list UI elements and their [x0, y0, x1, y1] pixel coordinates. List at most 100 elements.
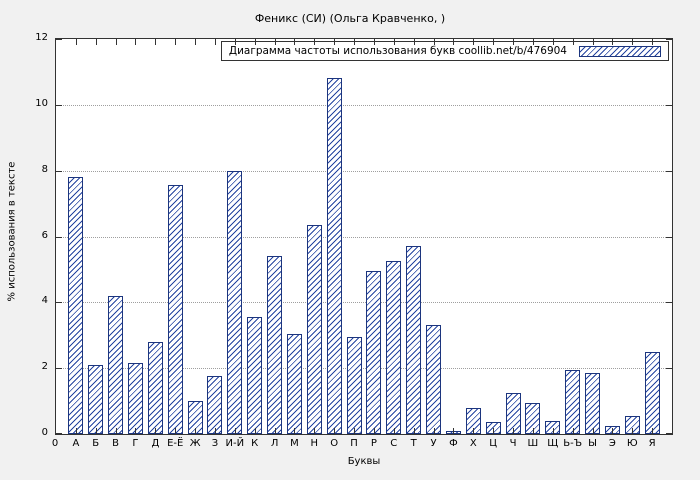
x-tick-mark [394, 428, 395, 434]
x-tick-mark [632, 428, 633, 434]
bar [386, 261, 401, 434]
y-tick-label: 8 [41, 163, 48, 175]
x-tick-mark [612, 428, 613, 434]
y-tick-mark [56, 302, 62, 304]
x-tick-mark [553, 428, 554, 434]
x-tick-label: Ж [189, 438, 201, 449]
bar [545, 421, 560, 434]
y-tick-label: 12 [35, 32, 48, 43]
legend-label: Диаграмма частоты использования букв coo… [228, 45, 567, 57]
bar [148, 342, 163, 434]
gridline [56, 104, 672, 106]
x-tick-mark [96, 39, 97, 45]
y-tick-mark [666, 368, 672, 370]
x-tick-mark [294, 39, 295, 45]
x-tick-mark [453, 39, 454, 45]
x-tick-mark [354, 428, 355, 434]
bar [247, 317, 262, 434]
x-tick-mark [135, 428, 136, 434]
bar [227, 171, 242, 434]
x-tick-label: У [430, 438, 437, 449]
x-tick-mark [195, 39, 196, 45]
x-tick-mark [453, 428, 454, 434]
bar [108, 296, 123, 434]
x-tick-mark [334, 39, 335, 45]
x-tick-label: Г [132, 438, 139, 449]
x-tick-mark [493, 39, 494, 45]
y-tick-mark [56, 39, 62, 40]
x-tick-label: Ы [588, 438, 597, 449]
x-tick-mark [235, 39, 236, 45]
x-tick-mark [275, 39, 276, 45]
x-tick-label: В [112, 438, 120, 449]
x-tick-mark [434, 39, 435, 45]
x-tick-mark [235, 428, 236, 434]
x-tick-mark [513, 39, 514, 45]
bar [68, 177, 83, 434]
x-tick-mark [374, 39, 375, 45]
gridline [56, 236, 672, 238]
x-tick-mark [116, 428, 117, 434]
x-tick-label: О [330, 438, 339, 449]
x-tick-mark [414, 39, 415, 45]
x-tick-mark [533, 428, 534, 434]
x-axis-label: Буквы [347, 456, 381, 467]
x-tick-mark [632, 39, 633, 45]
bar [307, 225, 322, 434]
x-tick-mark [374, 428, 375, 434]
x-tick-mark [215, 428, 216, 434]
x-tick-mark [593, 428, 594, 434]
x-tick-mark [314, 39, 315, 45]
bar [426, 325, 441, 434]
x-tick-label: Я [648, 438, 656, 449]
x-tick-mark [96, 428, 97, 434]
x-tick-mark [354, 39, 355, 45]
x-tick-mark [116, 39, 117, 45]
y-tick-mark [666, 302, 672, 304]
x-tick-mark [533, 39, 534, 45]
x-tick-label: Е-Ё [167, 438, 184, 449]
y-tick-mark [666, 39, 672, 40]
bar [168, 185, 183, 434]
y-tick-mark [666, 433, 672, 434]
y-tick-mark [666, 236, 672, 238]
x-tick-label: П [350, 438, 358, 449]
x-tick-mark [573, 39, 574, 45]
bar [327, 78, 342, 434]
x-tick-label: Л [270, 438, 279, 449]
x-tick-mark [473, 39, 474, 45]
x-tick-mark [513, 428, 514, 434]
x-tick-mark [573, 428, 574, 434]
x-tick-label: Щ [547, 438, 559, 449]
x-tick-mark [473, 428, 474, 434]
bar [128, 363, 143, 434]
bar [525, 403, 540, 434]
x-tick-label: С [390, 438, 398, 449]
x-tick-mark [135, 39, 136, 45]
gridline [56, 368, 672, 370]
x-tick-label: К [251, 438, 259, 449]
bar [565, 370, 580, 434]
x-tick-label: З [211, 438, 219, 449]
legend-swatch [579, 45, 661, 57]
x-tick-label: Х [469, 438, 477, 449]
x-tick-label: Т [410, 438, 417, 449]
bar [347, 337, 362, 434]
y-tick-label: 0 [41, 427, 48, 438]
x-tick-label: А [72, 438, 80, 449]
bar [406, 246, 421, 434]
x-tick-mark [76, 39, 77, 45]
x-tick-label: Н [310, 438, 319, 449]
x-tick-mark [434, 428, 435, 434]
x-tick-label: Ц [489, 438, 498, 449]
x-origin-label: 0 [51, 438, 59, 449]
x-tick-label: И-Й [225, 438, 245, 449]
x-tick-mark [553, 39, 554, 45]
x-tick-label: Ю [626, 438, 638, 449]
y-tick-mark [56, 170, 62, 172]
x-tick-mark [275, 428, 276, 434]
bar [88, 365, 103, 434]
y-tick-mark [56, 433, 62, 434]
x-tick-mark [175, 39, 176, 45]
